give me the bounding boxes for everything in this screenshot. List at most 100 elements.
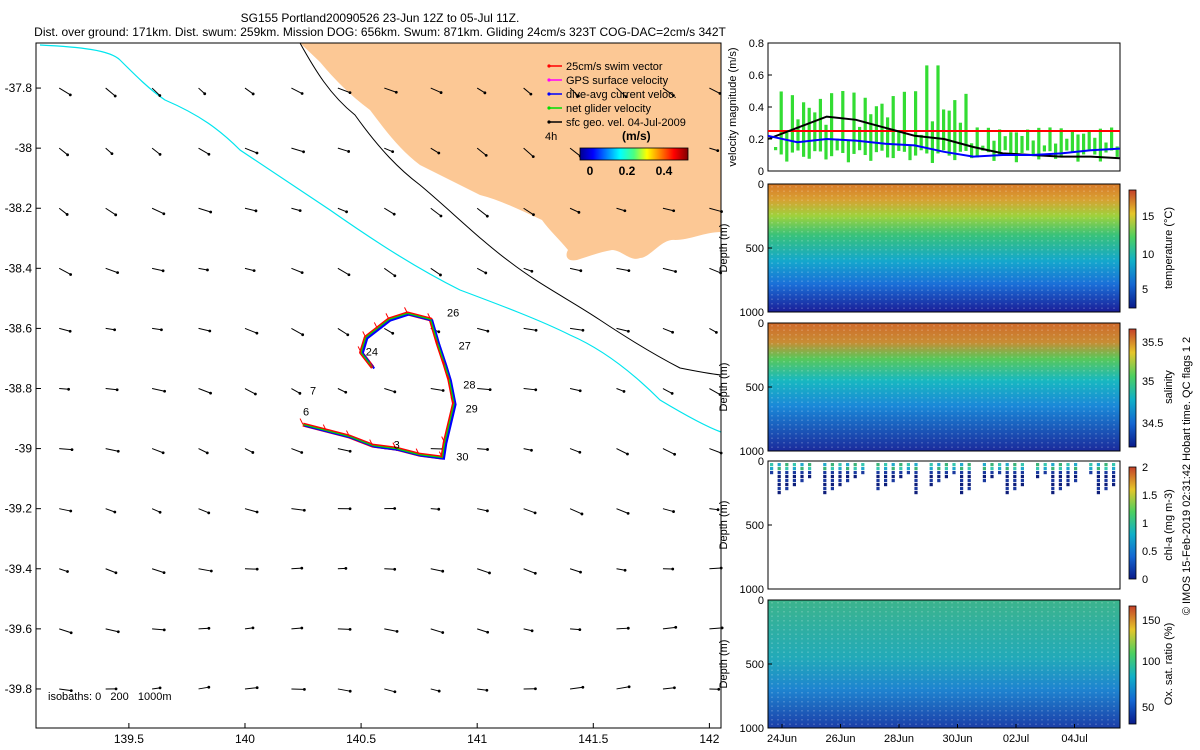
velocity-arrow xyxy=(244,687,258,690)
legend-label: dive-avg current veloc. xyxy=(566,89,677,101)
chla-dot xyxy=(846,475,850,479)
velocity-arrow xyxy=(151,508,161,513)
legend-arrow-icon xyxy=(547,64,551,68)
net-velocity-bar xyxy=(863,97,867,156)
chla-dot xyxy=(982,463,986,467)
velocity-arrow xyxy=(58,267,71,275)
oxygen-section xyxy=(768,600,1120,728)
velocity-line xyxy=(767,134,1121,158)
surface-velocity-field xyxy=(58,87,724,694)
swim-vector xyxy=(450,397,455,404)
velocity-arrow xyxy=(709,448,722,454)
chla-dot xyxy=(960,467,964,471)
chla-dot xyxy=(944,467,948,471)
velocity-arrow xyxy=(569,508,583,515)
velocity-arrow-head xyxy=(672,510,675,513)
velocity-arrow xyxy=(291,448,302,453)
salinity-cbar-tick-1: 35 xyxy=(1142,376,1154,388)
velocity-arrow-head xyxy=(529,92,533,96)
net-velocity-bar xyxy=(936,65,940,154)
chla-dot xyxy=(960,483,964,487)
velocity-arrow-head xyxy=(437,151,441,155)
chla-dot xyxy=(1036,467,1040,471)
chla-dots xyxy=(770,463,1116,495)
velocity-arrow xyxy=(151,448,164,454)
velocity-arrow-head xyxy=(672,209,676,213)
chla-dot xyxy=(1020,467,1024,471)
velocity-arrow xyxy=(337,327,349,336)
chla-dot xyxy=(967,467,971,471)
velocity-arrow-head xyxy=(344,566,348,570)
chla-dot xyxy=(1066,479,1070,483)
chla-dot xyxy=(785,479,789,483)
velocity-arrow xyxy=(709,388,721,395)
velocity-arrow-head xyxy=(344,390,348,394)
velocity-arrow xyxy=(337,87,351,94)
temperature-y-axis: 0 500 1000 xyxy=(740,179,772,319)
chla-dot xyxy=(1005,475,1009,479)
velocity-arrow-head xyxy=(393,390,397,394)
velocity-arrow xyxy=(709,627,723,630)
chla-dot xyxy=(1074,475,1078,479)
chla-dot xyxy=(1005,483,1009,487)
velocity-arrow-head xyxy=(69,689,73,693)
net-velocity-bar xyxy=(874,106,878,153)
chla-dot xyxy=(876,483,880,487)
track-label: 30 xyxy=(456,452,468,464)
chla-dot xyxy=(929,463,933,467)
chla-dot xyxy=(990,475,994,479)
y-tick-label: 500 xyxy=(746,520,764,532)
figure-subtitle: Dist. over ground: 171km. Dist. swum: 25… xyxy=(34,25,726,39)
chla-dot xyxy=(1104,479,1108,483)
date-axis: 24Jun 26Jun 28Jun 30Jun 02Jul 04Jul xyxy=(767,724,1088,745)
velocity-arrow-head xyxy=(534,388,538,392)
velocity-arrow-head xyxy=(298,391,302,395)
velocity-arrow-head xyxy=(391,331,395,335)
temperature-cbar-tick-0: 5 xyxy=(1142,284,1148,296)
velocity-arrow xyxy=(105,87,116,97)
velocity-arrow-head xyxy=(437,330,441,334)
track-labels: 24 26 27 28 29 30 3 67 xyxy=(303,307,478,463)
net-velocity-bar xyxy=(919,134,923,151)
net-velocity-bar xyxy=(970,143,974,159)
velocity-arrow-head xyxy=(485,688,489,692)
chla-dot xyxy=(1013,483,1017,487)
velocity-arrow-head xyxy=(116,271,120,275)
chla-dot xyxy=(1089,463,1093,467)
velocity-arrow xyxy=(198,147,210,155)
velocity-arrow-head xyxy=(394,90,398,94)
chla-dot xyxy=(823,479,827,483)
velocity-arrow-head xyxy=(530,448,533,452)
chla-dot xyxy=(944,475,948,479)
velocity-arrow xyxy=(198,327,210,332)
velocity-arrow xyxy=(569,147,581,157)
velocity-arrow-head xyxy=(255,567,259,571)
velocity-arrow-head xyxy=(673,452,677,456)
y-tick-label: 1000 xyxy=(740,584,764,596)
chla-dot xyxy=(906,467,910,471)
velocity-arrow xyxy=(291,267,303,274)
map-colorbar xyxy=(579,147,689,161)
velocity-arrow-head xyxy=(158,94,162,97)
velocity-arrow-head xyxy=(158,152,162,156)
net-velocity-bar xyxy=(1098,128,1102,162)
chla-dot xyxy=(937,475,941,479)
velocity-arrow-head xyxy=(158,686,162,690)
temperature-panel: 0 500 1000 Depth (m) 5 10 15 temperature (… xyxy=(718,179,1175,319)
net-velocity-bar xyxy=(869,114,873,161)
velocity-arrow xyxy=(523,267,533,272)
velocity-arrow-head xyxy=(483,91,487,95)
chla-dot xyxy=(800,475,804,479)
chla-dot xyxy=(944,463,948,467)
swim-vector xyxy=(441,436,446,443)
chla-dot xyxy=(830,483,834,487)
velocity-arrow xyxy=(105,508,115,513)
velocity-arrow-head xyxy=(162,212,166,216)
y-tick-label: 0 xyxy=(758,179,764,191)
velocity-arrow-head xyxy=(207,511,211,515)
chla-dot xyxy=(830,471,834,475)
velocity-arrow-head xyxy=(345,210,348,214)
net-velocity-bar xyxy=(1070,130,1074,153)
chla-dot xyxy=(800,479,804,483)
